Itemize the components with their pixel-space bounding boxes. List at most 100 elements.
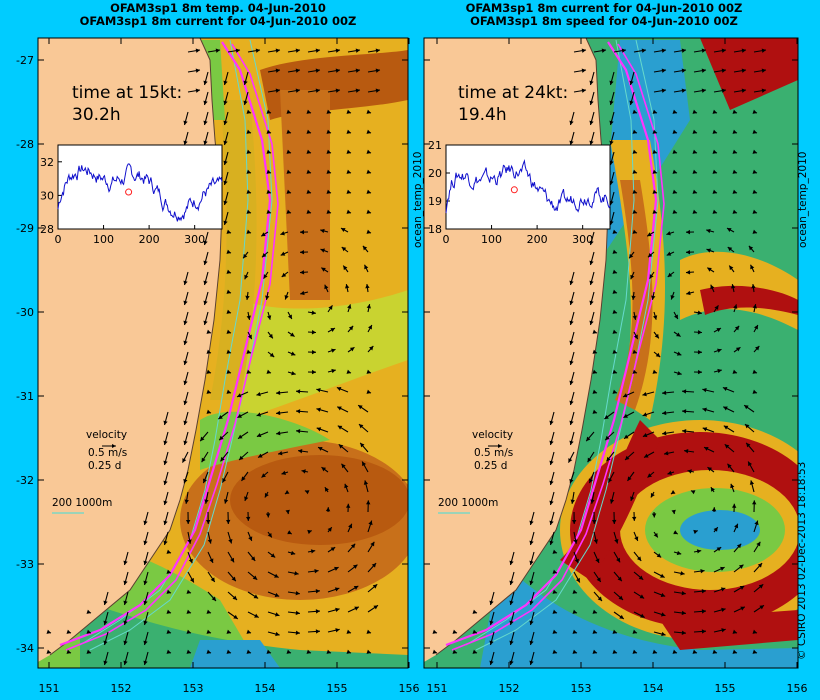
velocity-arrowhead [552, 589, 557, 594]
velocity-arrowhead [166, 629, 171, 634]
velocity-arrowhead [509, 640, 514, 645]
velocity-arrowhead [306, 129, 311, 134]
velocity-arrowhead [226, 649, 231, 654]
velocity-arrowhead [712, 649, 717, 654]
velocity-arrowhead [306, 209, 311, 214]
velocity-arrowhead [660, 592, 666, 597]
velocity-arrowhead [375, 68, 380, 73]
velocity-arrowhead [569, 380, 574, 385]
velocity-arrowhead [714, 305, 719, 310]
velocity-arrowhead [676, 550, 682, 556]
velocity-arrowhead [366, 209, 371, 214]
velocity-arrowhead [86, 649, 91, 654]
velocity-arrowhead [723, 425, 729, 430]
velocity-arrowhead [315, 609, 320, 614]
velocity-arrowhead [183, 360, 188, 365]
velocity-arrowhead [211, 596, 216, 601]
right-velocity-legend: velocity 0.5 m/s 0.25 d 200 1000m [438, 429, 513, 514]
left-ship-track-return [65, 43, 279, 651]
velocity-arrowhead [732, 649, 737, 654]
velocity-arrowhead [589, 120, 594, 125]
velocity-arrowhead [681, 590, 686, 596]
velocity-arrowhead [489, 620, 494, 625]
velocity-arrowhead [246, 189, 251, 194]
velocity-arrowhead [676, 332, 681, 337]
velocity-arrowhead [295, 630, 300, 635]
lon-tick-label: 152 [499, 682, 520, 695]
velocity-arrowhead [335, 628, 340, 633]
inset-x-tick-label: 100 [481, 233, 502, 246]
velocity-arrowhead [366, 149, 371, 154]
left-coastline [49, 37, 223, 656]
lon-tick-label: 153 [183, 682, 204, 695]
velocity-arrowhead [203, 140, 208, 145]
lon-tick-label: 152 [111, 682, 132, 695]
velocity-arrowhead [612, 369, 617, 374]
velocity-arrowhead [226, 389, 231, 394]
velocity-arrowhead [670, 490, 676, 495]
right-time-value: 19.4h [458, 105, 507, 125]
inset-series-line [57, 163, 223, 222]
velocity-arrowhead [366, 369, 371, 374]
velocity-arrowhead [651, 295, 656, 300]
velocity-arrowhead [632, 349, 637, 354]
right-panel-title: OFAM3sp1 8m current for 04-Jun-2010 00Z … [424, 2, 784, 28]
velocity-arrowhead [549, 480, 554, 485]
velocity-arrowhead [720, 587, 726, 592]
velocity-arrowhead [166, 549, 171, 554]
velocity-arrowhead [163, 420, 168, 425]
velocity-arrowhead [360, 442, 365, 448]
velocity-arrowhead [226, 269, 231, 274]
velocity-arrowhead [204, 499, 209, 504]
velocity-arrowhead [195, 88, 200, 93]
velocity-arrowhead [696, 549, 702, 554]
velocity-arrowhead [226, 249, 231, 254]
velocity-arrowhead [744, 424, 750, 429]
velocity-arrowhead [341, 228, 346, 232]
velocity-arrowhead [713, 527, 718, 532]
velocity-arrowhead [300, 229, 305, 235]
velocity-arrowhead [716, 547, 722, 552]
velocity-arrowhead [358, 424, 364, 429]
velocity-arrowhead [732, 169, 737, 174]
velocity-arrowhead [629, 100, 634, 105]
velocity-arrowhead [452, 629, 457, 634]
velocity-arrowhead [625, 455, 630, 461]
velocity-arrowhead [661, 88, 666, 93]
velocity-arrowhead [702, 388, 707, 393]
velocity-arrowhead [231, 576, 236, 582]
velocity-arrowhead [644, 453, 649, 458]
velocity-arrowhead [207, 539, 213, 544]
velocity-arrowhead [316, 407, 321, 412]
velocity-arrowhead [366, 500, 371, 505]
velocity-arrowhead [670, 295, 675, 300]
velocity-arrowhead [597, 596, 602, 601]
lat-tick-label: -30 [16, 306, 34, 319]
velocity-arrowhead [552, 629, 557, 634]
velocity-arrowhead [710, 487, 715, 492]
inset-x-tick-label: 300 [572, 233, 593, 246]
velocity-arrowhead [215, 48, 220, 53]
left-shelf-yellow [210, 100, 257, 400]
velocity-arrowhead [341, 463, 346, 469]
velocity-arrowhead [314, 568, 319, 574]
velocity-arrowhead [706, 228, 711, 234]
velocity-arrowhead [647, 473, 652, 478]
left-green-filament [200, 411, 330, 470]
velocity-arrowhead [752, 109, 757, 114]
velocity-arrowhead [226, 629, 231, 634]
velocity-arrowhead [278, 451, 283, 456]
velocity-arrowhead [346, 109, 351, 114]
velocity-arrowhead [338, 444, 344, 449]
velocity-arrowhead [324, 284, 329, 290]
velocity-arrowhead [712, 189, 717, 194]
velocity-arrowhead [296, 409, 301, 414]
velocity-arrowhead [590, 499, 595, 504]
velocity-arrowhead [652, 109, 657, 114]
velocity-arrowhead [552, 649, 557, 654]
velocity-arrowhead [183, 440, 188, 445]
velocity-arrowhead [285, 509, 290, 515]
velocity-arrowhead [681, 48, 686, 53]
velocity-arrowhead [653, 532, 658, 538]
velocity-arrowhead [186, 609, 191, 614]
